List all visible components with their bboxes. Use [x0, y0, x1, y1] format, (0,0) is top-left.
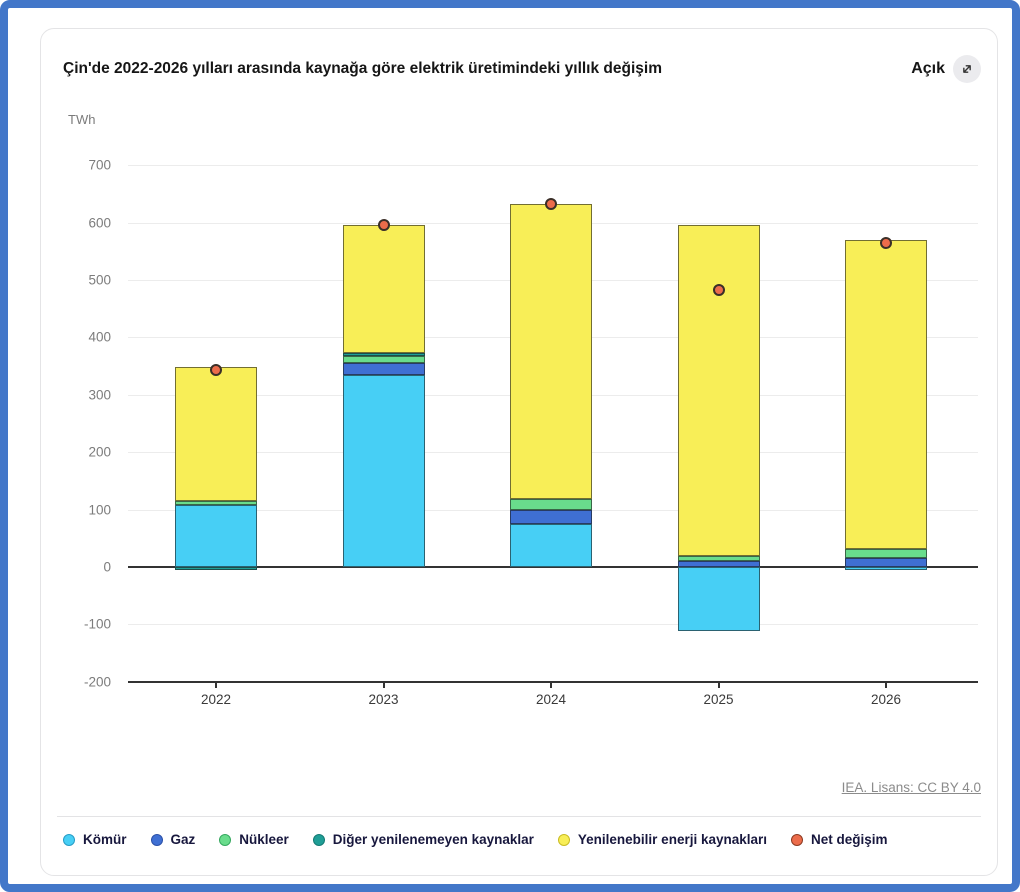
legend-swatch-coal — [63, 833, 75, 846]
net-change-point-2026 — [880, 236, 892, 249]
x-tick-label-2023: 2023 — [368, 692, 399, 707]
bar-segment-nuclear-2022 — [175, 500, 257, 505]
x-tick-label-2022: 2022 — [200, 692, 232, 707]
x-axis-tick — [550, 681, 552, 688]
net-change-point-2022 — [210, 364, 222, 377]
legend-swatch-nuclear — [219, 833, 232, 846]
bar-segment-other-nonrenewable-2023 — [342, 353, 425, 356]
chart-card: Çin'de 2022-2026 yılları arasında kaynağ… — [40, 28, 998, 876]
gridline — [128, 165, 978, 167]
legend: Kömür Gaz Nükleer Diğer yenilenemeyen kayna… — [63, 832, 888, 847]
x-tick-label-2025: 2025 — [703, 692, 734, 707]
net-change-point-2023 — [377, 219, 390, 232]
legend-label-gas: Gaz — [170, 832, 196, 847]
bar-segment-gas-2024 — [510, 510, 592, 524]
bar-segment-renewables-2023 — [342, 225, 425, 354]
y-tick-label: -200 — [83, 674, 111, 690]
bar-segment-nuclear-2023 — [342, 355, 425, 364]
y-tick-label: -100 — [83, 616, 111, 632]
legend-item-gas[interactable]: Gaz — [150, 832, 196, 847]
x-tick-label-2026: 2026 — [870, 692, 902, 707]
bar-segment-renewables-2024 — [510, 204, 592, 499]
y-tick-label: 0 — [103, 559, 111, 575]
legend-item-other-nonrenewable[interactable]: Diğer yenilenemeyen kaynaklar — [312, 832, 534, 847]
x-axis-tick — [717, 681, 720, 688]
open-button[interactable] — [953, 55, 981, 83]
x-axis-tick — [215, 681, 217, 688]
y-tick-label: 100 — [88, 502, 111, 518]
bar-segment-gas-2023 — [342, 363, 425, 375]
legend-item-net-change[interactable]: Net değişim — [791, 832, 888, 847]
legend-label-coal: Kömür — [83, 832, 127, 847]
source-license-link[interactable]: IEA. Lisans: CC BY 4.0 — [841, 780, 981, 795]
bar-segment-other-nonrenewable-2022 — [175, 567, 257, 570]
x-tick-label-2024: 2024 — [535, 692, 567, 707]
bar-segment-renewables-2025 — [677, 225, 760, 556]
bar-segment-nuclear-2025 — [677, 555, 760, 562]
y-axis-unit: TWh — [68, 112, 96, 127]
legend-label-nuclear: Nükleer — [239, 832, 289, 847]
legend-swatch-other-nonrenewable — [312, 833, 325, 846]
legend-divider — [57, 816, 981, 817]
x-axis-tick — [382, 681, 385, 688]
bar-segment-gas-2026 — [845, 558, 927, 567]
net-change-point-2024 — [545, 198, 557, 211]
bar-segment-nuclear-2024 — [510, 498, 592, 511]
legend-item-coal[interactable]: Kömür — [63, 832, 127, 847]
chart-header: Çin'de 2022-2026 yılları arasında kaynağ… — [63, 55, 981, 83]
legend-label-renewables: Yenilenebilir enerji kaynakları — [577, 832, 768, 847]
y-tick-label: 400 — [88, 329, 111, 345]
bar-segment-renewables-2022 — [175, 367, 257, 501]
expand-icon — [960, 62, 974, 76]
chart-title: Çin'de 2022-2026 yılları arasında kaynağ… — [63, 60, 662, 77]
x-axis-tick — [885, 681, 887, 688]
legend-swatch-gas — [150, 833, 163, 846]
y-tick-label: 500 — [88, 272, 111, 288]
y-tick-label: 200 — [88, 444, 111, 460]
bar-segment-coal-2023 — [342, 374, 425, 567]
bar-segment-renewables-2026 — [845, 239, 927, 549]
bar-segment-gas-2025 — [677, 561, 760, 567]
open-label: Açık — [911, 60, 945, 77]
net-change-point-2025 — [712, 283, 725, 296]
legend-swatch-net-change — [791, 833, 804, 846]
gridline — [128, 624, 978, 626]
bar-segment-nuclear-2026 — [845, 548, 927, 559]
legend-item-nuclear[interactable]: Nükleer — [219, 832, 289, 847]
y-tick-label: 700 — [88, 157, 111, 173]
open-group: Açık — [911, 55, 981, 83]
y-tick-label: 300 — [88, 387, 111, 403]
bar-segment-coal-2024 — [510, 523, 592, 567]
legend-item-renewables[interactable]: Yenilenebilir enerji kaynakları — [557, 832, 768, 847]
plot-area: 700 600 500 400 300 200 100 0 -100 -200 2022 2023 20… — [41, 29, 997, 875]
legend-label-net-change: Net değişim — [811, 832, 888, 847]
legend-label-other-nonrenewable: Diğer yenilenemeyen kaynaklar — [332, 832, 534, 847]
zero-line — [128, 566, 978, 568]
bar-segment-coal-2022 — [175, 505, 257, 567]
x-axis-line — [128, 680, 978, 683]
y-tick-label: 600 — [88, 215, 111, 231]
bar-segment-coal-2026 — [845, 567, 927, 570]
bar-segment-coal-2025 — [677, 567, 760, 632]
legend-swatch-renewables — [557, 833, 570, 846]
